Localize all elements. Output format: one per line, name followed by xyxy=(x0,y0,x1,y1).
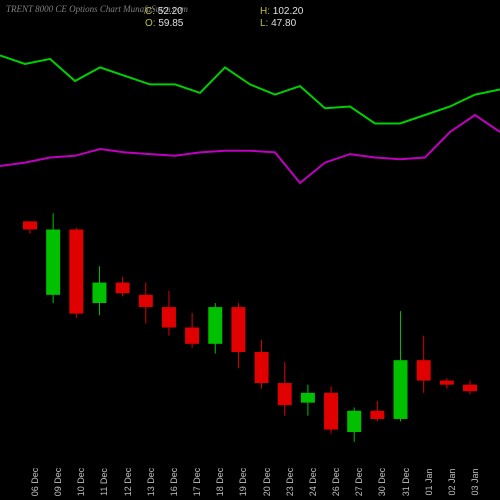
close-label: C: xyxy=(145,6,155,17)
close-value: 52.20 xyxy=(158,6,183,17)
x-axis-label: 24 Dec xyxy=(308,468,318,497)
x-axis-label: 23 Dec xyxy=(285,468,295,497)
open-value: 59.85 xyxy=(158,18,183,29)
candle-body xyxy=(208,307,222,344)
x-axis-label: 12 Dec xyxy=(123,468,133,497)
candle-body xyxy=(92,283,106,303)
candle-body xyxy=(139,295,153,307)
open-label: O: xyxy=(145,18,156,29)
x-axis-label: 20 Dec xyxy=(262,468,272,497)
candle-body xyxy=(370,411,384,419)
x-axis-labels: 06 Dec 09 Dec 10 Dec 11 Dec 12 Dec 13 Dec 16 D… xyxy=(0,450,500,500)
x-axis-label: 19 Dec xyxy=(238,468,248,497)
low-value: 47.80 xyxy=(271,18,296,29)
candle-body xyxy=(463,385,477,392)
indicator-line-top xyxy=(0,56,500,124)
candle-body xyxy=(162,307,176,327)
candle-body xyxy=(301,393,315,403)
x-axis-label: 13 Dec xyxy=(146,468,156,497)
ohlc-high: H: 102.20 xyxy=(260,6,303,17)
x-axis-label: 16 Dec xyxy=(169,468,179,497)
x-axis-label: 18 Dec xyxy=(215,468,225,497)
x-axis-label: 10 Dec xyxy=(76,468,86,497)
chart-container: TRENT 8000 CE Options Chart MunafaSutra.… xyxy=(0,0,500,500)
x-axis-label: 27 Dec xyxy=(354,468,364,497)
x-axis-label: 30 Dec xyxy=(377,468,387,497)
candle-body xyxy=(185,328,199,344)
ohlc-low: L: 47.80 xyxy=(260,18,296,29)
x-axis-label: 17 Dec xyxy=(192,468,202,497)
x-axis-label: 26 Dec xyxy=(331,468,341,497)
x-axis-label: 09 Dec xyxy=(53,468,63,497)
x-axis-label: 03 Jan xyxy=(470,468,480,495)
x-axis-label: 01 Jan xyxy=(424,468,434,495)
ohlc-close: C: 52.20 xyxy=(145,6,183,17)
candle-body xyxy=(417,360,431,380)
ohlc-open: O: 59.85 xyxy=(145,18,183,29)
candle-body xyxy=(23,221,37,229)
x-axis-label: 02 Jan xyxy=(447,468,457,495)
candle-body xyxy=(324,393,338,430)
candle-body xyxy=(231,307,245,352)
plot-svg xyxy=(0,30,500,450)
x-axis-label: 06 Dec xyxy=(30,468,40,497)
candle-body xyxy=(116,283,130,294)
candle-body xyxy=(69,230,83,314)
high-label: H: xyxy=(260,6,270,17)
candle-body xyxy=(347,411,361,432)
candle-body xyxy=(255,352,269,383)
candle-body xyxy=(394,360,408,419)
indicator-line-bottom xyxy=(0,115,500,183)
high-value: 102.20 xyxy=(273,6,304,17)
x-axis-label: 11 Dec xyxy=(99,468,109,496)
low-label: L: xyxy=(260,18,268,29)
x-axis-label: 31 Dec xyxy=(401,468,411,497)
candle-body xyxy=(440,381,454,385)
candle-body xyxy=(46,230,60,295)
candle-body xyxy=(278,383,292,405)
